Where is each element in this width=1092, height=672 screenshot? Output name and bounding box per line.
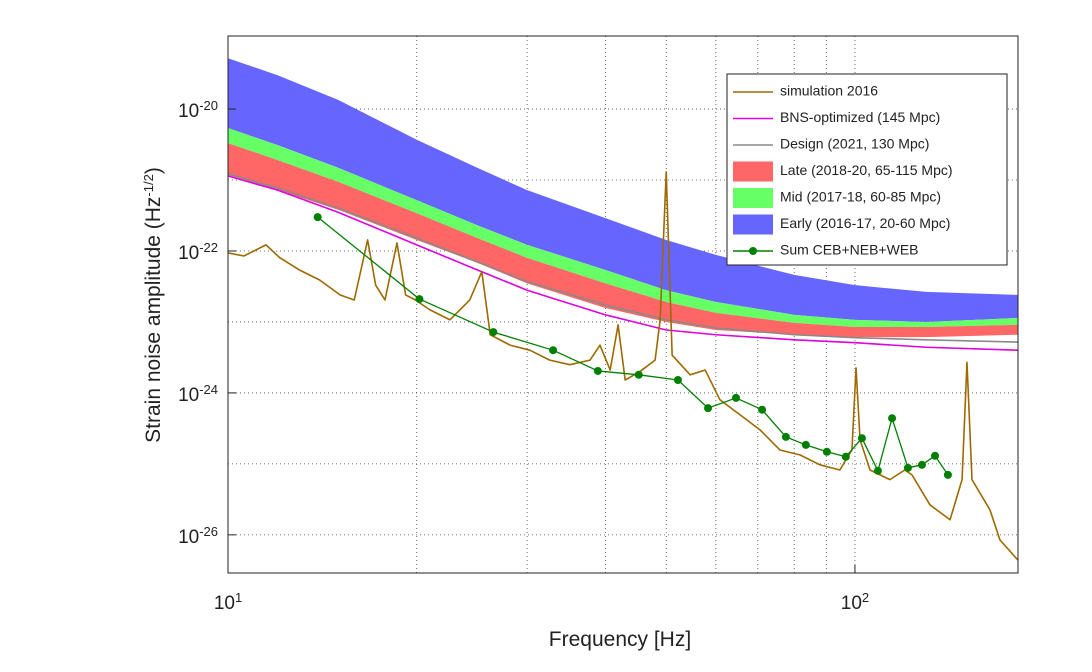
y-axis-label-exponent: -1/2 [141,174,156,196]
point [593,366,602,375]
point [917,460,926,469]
point [415,295,424,304]
legend-label: Sum CEB+NEB+WEB [780,242,919,258]
y-tick-label: 10-24 [178,381,218,406]
y-tick-base: 10 [178,385,199,406]
point [634,370,643,379]
x-tick-exponent: 1 [235,590,242,605]
point [731,393,740,402]
y-tick-exponent: -24 [199,381,218,396]
legend-swatch [733,161,773,182]
y-tick-label: 10-22 [178,239,218,264]
point [888,414,897,423]
legend-label: BNS-optimized (145 Mpc) [780,109,940,125]
point [549,346,558,355]
line [228,173,1018,343]
x-tick-base: 10 [214,593,235,614]
legend-box [726,73,1008,266]
point [313,213,322,222]
legend-marker [749,247,757,255]
legend-label: Early (2016-17, 20-60 Mpc) [780,215,950,231]
point [704,404,713,413]
y-tick-base: 10 [178,527,199,548]
point [781,432,790,441]
band [228,128,1018,327]
legend: simulation 2016 BNS-optimized (145 Mpc) De… [726,73,1008,266]
point [931,451,940,460]
legend-label: Late (2018-20, 65-115 Mpc) [780,162,953,178]
y-axis-label-text: Strain noise amplitude (Hz [142,197,165,443]
x-axis-label: Frequency [Hz] [549,628,691,651]
point [801,440,810,449]
point [943,470,952,479]
y-tick-base: 10 [178,243,199,264]
y-tick-label: 10-26 [178,523,218,548]
x-tick-exponent: 2 [862,590,869,605]
point [857,434,866,443]
point [489,328,498,337]
y-tick-label: 10-20 [178,98,218,123]
point [758,405,767,414]
legend-label: simulation 2016 [780,83,878,99]
legend-swatch [733,214,773,235]
point [822,447,831,456]
x-tick-base: 10 [841,593,862,614]
band [228,143,1018,338]
line [228,175,1018,351]
point [673,376,682,385]
y-axis-label-end: ) [142,167,165,174]
y-tick-exponent: -26 [199,523,218,538]
point [873,466,882,475]
band [228,58,1018,322]
legend-label: Mid (2017-18, 60-85 Mpc) [780,189,941,205]
y-tick-base: 10 [178,101,199,122]
y-tick-exponent: -22 [199,239,218,254]
y-axis-label: Strain noise amplitude (Hz-1/2) [141,167,166,443]
legend-swatch [733,188,773,208]
legend-label: Design (2021, 130 Mpc) [780,136,929,152]
x-tick-label: 101 [214,590,242,615]
x-tick-label: 102 [841,590,869,615]
point [841,452,850,461]
marks [228,58,1018,561]
point [903,463,912,472]
plot-frame [227,35,1019,574]
y-tick-exponent: -20 [199,98,218,113]
